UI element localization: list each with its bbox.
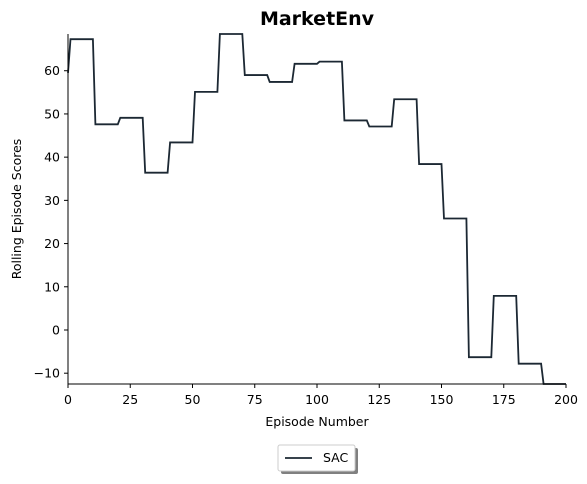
y-tick-label: 30 <box>44 193 60 208</box>
y-tick-label: 40 <box>44 150 60 165</box>
y-tick-label: −10 <box>34 366 60 381</box>
x-tick-label: 175 <box>492 392 516 407</box>
y-axis-title: Rolling Episode Scores <box>9 139 24 280</box>
x-tick-label: 0 <box>64 392 72 407</box>
x-tick-label: 100 <box>305 392 329 407</box>
x-tick-label: 200 <box>554 392 578 407</box>
chart-title: MarketEnv <box>260 8 375 30</box>
x-tick-label: 50 <box>185 392 201 407</box>
series-line-sac <box>67 33 566 385</box>
x-axis-title: Episode Number <box>265 414 369 429</box>
legend-label-sac: SAC <box>323 450 348 465</box>
y-axis-ticks: −10 0 10 20 30 40 50 60 <box>34 63 68 381</box>
x-tick-label: 150 <box>430 392 454 407</box>
x-axis-ticks: 0 25 50 75 100 125 150 175 200 <box>64 384 578 407</box>
x-tick-label: 75 <box>247 392 263 407</box>
y-tick-label: 20 <box>44 236 60 251</box>
legend: SAC <box>277 444 358 474</box>
legend-box <box>277 444 356 472</box>
y-tick-label: 50 <box>44 106 60 121</box>
y-tick-label: 0 <box>52 322 60 337</box>
x-tick-label: 125 <box>367 392 391 407</box>
x-tick-label: 25 <box>122 392 138 407</box>
y-tick-label: 10 <box>44 279 60 294</box>
y-tick-label: 60 <box>44 63 60 78</box>
